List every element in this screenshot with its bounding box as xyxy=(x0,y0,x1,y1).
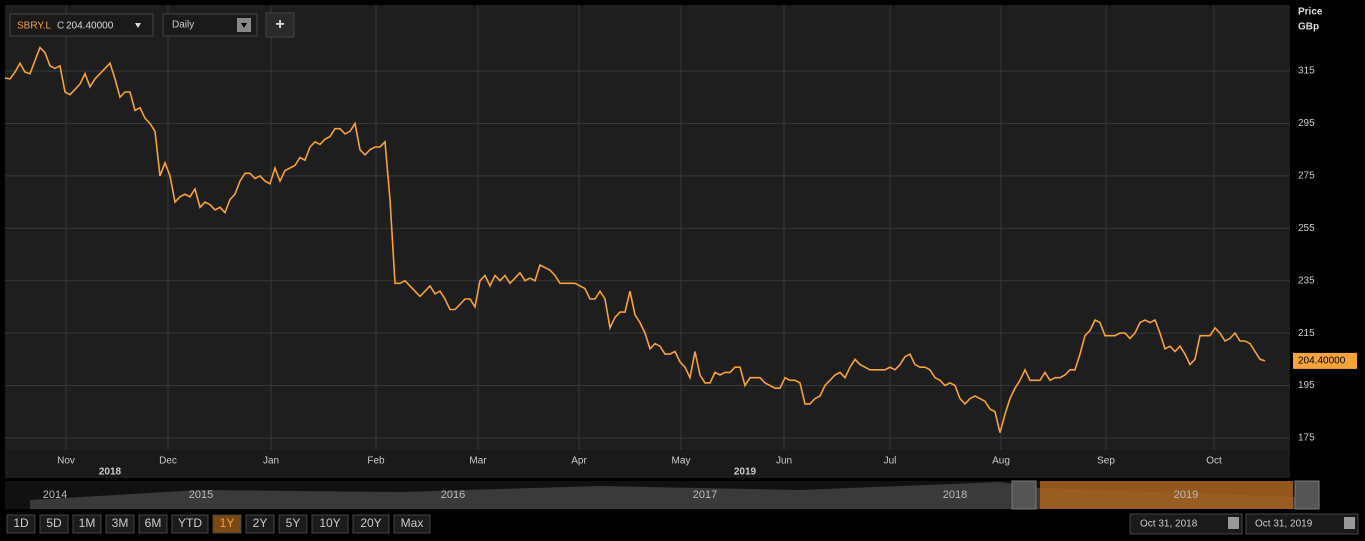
calendar-icon[interactable] xyxy=(1344,517,1355,529)
range-button[interactable] xyxy=(245,514,275,534)
x-tick-label: Feb xyxy=(367,456,385,467)
range-button-label: 6M xyxy=(145,516,162,530)
x-tick-label: May xyxy=(672,456,691,467)
range-button-label: 2Y xyxy=(253,516,268,530)
range-button-label: 5Y xyxy=(286,516,301,530)
x-tick-label: Dec xyxy=(159,456,177,467)
x-year-label: 2018 xyxy=(99,467,122,478)
navigator-handle[interactable] xyxy=(1011,480,1037,510)
date-to: Oct 31, 2019 xyxy=(1255,519,1313,530)
range-button[interactable] xyxy=(393,514,431,534)
range-button[interactable] xyxy=(352,514,390,534)
y-tick-label: 215 xyxy=(1298,328,1315,339)
range-button[interactable] xyxy=(6,514,36,534)
date-to-box[interactable] xyxy=(1245,513,1359,535)
symbol-box[interactable] xyxy=(9,13,154,37)
range-button-label: 3M xyxy=(112,516,129,530)
x-tick-label: Jan xyxy=(263,456,279,467)
range-button-label: YTD xyxy=(178,516,202,530)
add-button[interactable] xyxy=(265,12,295,38)
interval-box[interactable] xyxy=(162,13,258,37)
range-button[interactable] xyxy=(39,514,69,534)
date-from: Oct 31, 2018 xyxy=(1140,519,1198,530)
range-button[interactable] xyxy=(105,514,135,534)
navigator-year: 2018 xyxy=(943,489,967,501)
navigator-selection[interactable] xyxy=(1040,481,1293,509)
range-button[interactable] xyxy=(311,514,349,534)
close-prefix: C xyxy=(57,21,64,32)
plot-layer: 175 195 215 235 255 275 295 315 Nov Dec Jan Feb Mar A… xyxy=(4,5,1357,478)
y-tick-label: 235 xyxy=(1298,275,1315,286)
y-tick-label: 315 xyxy=(1298,66,1315,77)
price-line xyxy=(4,46,1266,433)
interval: Daily xyxy=(172,20,194,31)
range-button-label: 5D xyxy=(46,516,62,530)
range-button[interactable] xyxy=(278,514,308,534)
range-button-label: 1Y xyxy=(220,516,235,530)
x-year-label: 2019 xyxy=(734,467,757,478)
range-button[interactable] xyxy=(171,514,209,534)
close-value: 204.40000 xyxy=(66,21,114,32)
navigator-year: 2016 xyxy=(441,489,465,501)
range-button[interactable] xyxy=(212,514,242,534)
y-tick-label: 195 xyxy=(1298,380,1315,391)
navigator-handle[interactable] xyxy=(1294,480,1320,510)
plot-area xyxy=(5,5,1290,450)
range-button-label: Max xyxy=(401,516,424,530)
x-tick-label: Nov xyxy=(57,456,75,467)
y-tick-label: 175 xyxy=(1298,433,1315,444)
dropdown-arrow xyxy=(135,23,141,28)
x-tick-label: Mar xyxy=(469,456,487,467)
y-tick-label: 255 xyxy=(1298,223,1315,234)
calendar-icon[interactable] xyxy=(1228,517,1239,529)
navigator-year: 2019 xyxy=(1174,489,1198,501)
last-price-tag xyxy=(1293,352,1357,369)
range-button[interactable] xyxy=(72,514,102,534)
x-tick-label: Jul xyxy=(884,456,897,467)
dropdown-arrow xyxy=(241,23,247,28)
x-tick-label: Apr xyxy=(571,456,587,467)
navigator-year: 2015 xyxy=(189,489,213,501)
x-tick-label: Aug xyxy=(992,456,1010,467)
date-from-box[interactable] xyxy=(1129,513,1243,535)
range-button-label: 1D xyxy=(13,516,29,530)
add-icon: + xyxy=(275,16,284,33)
x-tick-label: Jun xyxy=(776,456,792,467)
navigator-year: 2014 xyxy=(43,489,67,501)
y-tick-label: 275 xyxy=(1298,171,1315,182)
navigator-year: 2017 xyxy=(693,489,717,501)
y-tick-label: 295 xyxy=(1298,118,1315,129)
symbol: SBRY.L xyxy=(17,21,52,32)
y-axis-unit: GBp xyxy=(1298,22,1319,33)
range-button-label: 10Y xyxy=(319,516,340,530)
x-tick-label: Sep xyxy=(1097,456,1115,467)
x-axis-strip xyxy=(5,450,1290,478)
range-button-label: 20Y xyxy=(360,516,381,530)
range-button[interactable] xyxy=(138,514,168,534)
range-button-label: 1M xyxy=(79,516,96,530)
x-tick-label: Oct xyxy=(1206,456,1222,467)
navigator-area xyxy=(30,482,1300,509)
y-axis-title: Price xyxy=(1298,7,1323,18)
last-price-label: 204.40000 xyxy=(1298,356,1346,367)
